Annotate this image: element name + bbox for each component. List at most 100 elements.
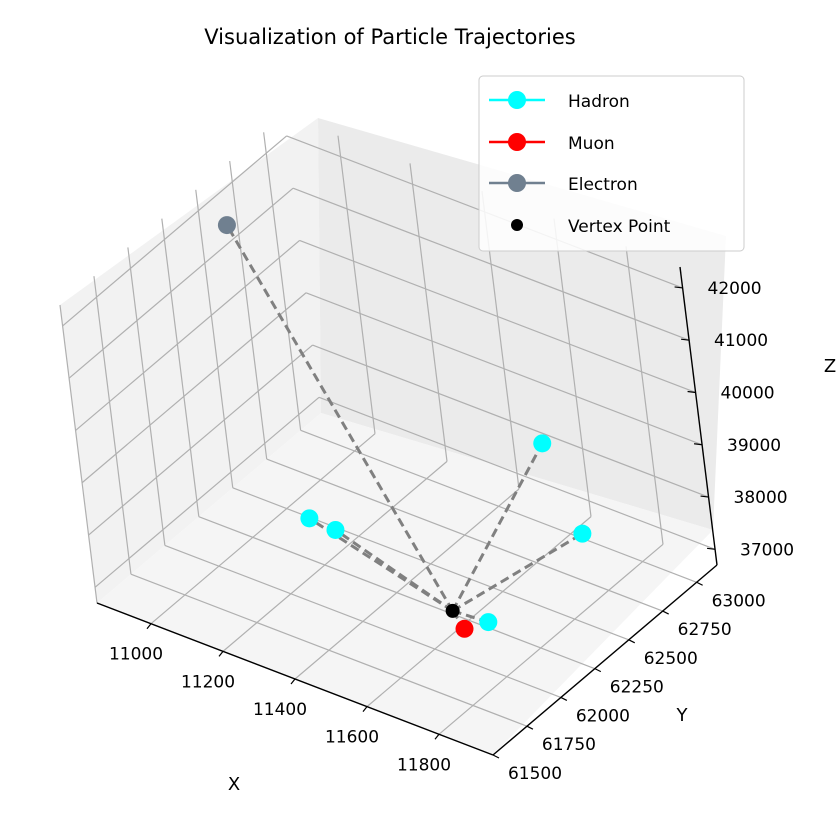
x-tick-label-3: 11600	[325, 728, 379, 748]
grid-line-x-floor-3	[366, 516, 592, 708]
z-tick-label-0: 37000	[740, 540, 794, 560]
x-tick-mark-1	[218, 650, 224, 657]
z-tick-mark-4	[681, 338, 690, 341]
ticks: 11000 11200 11400 11600 11800 61500 61750 62000…	[109, 279, 794, 784]
z-tick-label-4: 41000	[714, 331, 768, 351]
y-axis-line	[492, 564, 718, 756]
grid-line-z-back-1	[312, 344, 709, 498]
legend-item-vertex: Vertex Point	[511, 217, 671, 237]
trajectory-line-hadron-3	[451, 532, 584, 613]
point-hadron-0	[300, 509, 319, 528]
legend-marker-electron	[508, 174, 526, 192]
legend-label-hadron: Hadron	[568, 92, 630, 112]
legend-frame	[478, 75, 745, 252]
grid-line-y-floor-2	[164, 544, 562, 698]
z-axis-label: Z	[824, 356, 836, 377]
grid-line-z-back-2	[305, 292, 703, 446]
legend-label-vertex: Vertex Point	[568, 217, 671, 237]
legend-label-electron: Electron	[568, 175, 638, 195]
x-tick-mark-2	[290, 678, 296, 685]
grid-line-y-left-6	[263, 132, 302, 431]
point-hadron-4	[533, 434, 552, 453]
grid-line-z-back-3	[299, 239, 696, 394]
y-axis-label: Y	[676, 705, 689, 726]
z-tick-label-5: 42000	[708, 279, 762, 299]
legend-item-electron: Electron	[489, 174, 638, 195]
trajectory-line-hadron-1	[334, 528, 454, 613]
grid-line-x-floor-2	[294, 488, 520, 680]
x-tick-mark-3	[362, 706, 368, 713]
z-tick-label-1: 38000	[734, 488, 788, 508]
grid-line-y-floor-6	[300, 429, 697, 583]
grid-line-x-back-1	[409, 163, 448, 462]
point-muon-0	[455, 619, 474, 638]
y-tick-label-3: 62250	[610, 678, 664, 698]
legend-item-hadron: Hadron	[489, 91, 630, 112]
grid-line-x-floor-0	[150, 433, 376, 625]
x-tick-label-1: 11200	[181, 672, 235, 692]
y-tick-label-0: 61500	[508, 764, 562, 784]
y-tick-label-5: 62750	[678, 620, 732, 640]
y-tick-mark-3	[594, 668, 602, 673]
grid-line-y-left-3	[161, 218, 200, 517]
y-tick-mark-1	[526, 725, 534, 730]
grid-line-z-left-0	[94, 396, 320, 588]
point-hadron-2	[479, 613, 498, 632]
pane-floor	[97, 413, 713, 755]
legend-marker-vertex	[511, 219, 523, 231]
grid-line-z-left-3	[75, 240, 300, 431]
grid-line-y-left-4	[195, 189, 234, 488]
grid-line-z-back-4	[292, 187, 690, 341]
z-tick-mark-3	[687, 390, 696, 394]
grid-line-z-back-0	[318, 396, 716, 550]
grid-line-x-floor-1	[222, 460, 448, 652]
pane-left	[60, 118, 321, 603]
z-tick-mark-1	[700, 495, 709, 498]
grid-line-y-floor-3	[198, 516, 596, 670]
grid-line-y-left-5	[229, 160, 268, 460]
point-hadron-3	[573, 524, 592, 543]
legend: Hadron Muon Electron Vertex Point	[478, 75, 745, 252]
z-axis-line	[679, 266, 718, 566]
trajectory-line-hadron-4	[451, 442, 544, 612]
point-electron-0	[217, 216, 236, 235]
grid-lines	[59, 132, 716, 756]
grid-line-x-back-3	[553, 218, 592, 517]
z-tick-label-2: 39000	[727, 436, 781, 456]
grid-line-x-back-4	[625, 246, 664, 545]
y-tick-label-1: 61750	[542, 735, 596, 755]
x-tick-label-2: 11400	[253, 700, 307, 720]
data-points	[217, 216, 592, 638]
y-tick-mark-0	[492, 754, 500, 759]
z-tick-mark-2	[693, 443, 703, 446]
x-tick-label-0: 11000	[109, 645, 163, 665]
chart-title: Visualization of Particle Trajectories	[204, 25, 575, 49]
grid-line-z-left-4	[68, 187, 294, 379]
y-tick-mark-5	[662, 610, 669, 615]
legend-marker-hadron	[508, 91, 526, 109]
x-tick-mark-4	[434, 733, 440, 740]
y-tick-mark-6	[696, 581, 703, 586]
grid-line-y-left-1	[93, 276, 132, 575]
x-axis-label: X	[228, 774, 240, 795]
z-tick-mark-0	[706, 547, 716, 550]
grid-line-x-back-0	[337, 135, 376, 434]
z-tick-label-3: 40000	[721, 383, 775, 403]
legend-marker-muon	[508, 133, 526, 151]
y-tick-label-4: 62500	[644, 649, 698, 669]
grid-line-z-left-2	[81, 292, 307, 484]
grid-line-y-left-0	[59, 304, 98, 604]
legend-label-muon: Muon	[568, 134, 615, 154]
y-tick-label-2: 62000	[576, 706, 630, 726]
y-tick-mark-2	[560, 696, 568, 701]
grid-line-y-floor-1	[130, 573, 528, 727]
grid-line-z-left-1	[88, 344, 313, 536]
y-tick-label-6: 63000	[712, 591, 766, 611]
y-tick-mark-4	[628, 639, 636, 644]
x-tick-label-4: 11800	[397, 755, 451, 775]
trajectory-line-electron-0	[225, 224, 454, 612]
grid-line-x-floor-4	[438, 543, 664, 735]
grid-line-y-left-2	[127, 247, 166, 546]
